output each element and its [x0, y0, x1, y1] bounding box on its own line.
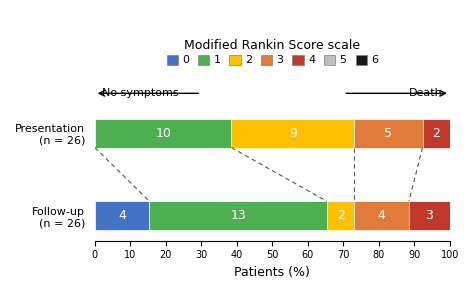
Bar [231, 118, 354, 148]
Bar [149, 201, 327, 230]
Bar [409, 201, 450, 230]
Text: 9: 9 [289, 127, 297, 140]
Bar [95, 201, 149, 230]
Bar [354, 201, 409, 230]
Text: 5: 5 [384, 127, 392, 140]
Text: 3: 3 [425, 209, 433, 222]
Text: 4: 4 [378, 209, 385, 222]
Bar [422, 118, 450, 148]
Text: No symptoms: No symptoms [102, 88, 179, 98]
Text: 2: 2 [337, 209, 345, 222]
Text: 13: 13 [230, 209, 246, 222]
Bar [354, 118, 422, 148]
Title: Modified Rankin Score scale: Modified Rankin Score scale [184, 39, 360, 52]
X-axis label: Patients (%): Patients (%) [234, 266, 310, 279]
Text: Death: Death [409, 88, 443, 98]
Bar [327, 201, 354, 230]
Text: 4: 4 [118, 209, 126, 222]
Text: 10: 10 [155, 127, 171, 140]
Text: 2: 2 [432, 127, 440, 140]
Bar [95, 118, 231, 148]
Legend: 0, 1, 2, 3, 4, 5, 6: 0, 1, 2, 3, 4, 5, 6 [162, 50, 383, 70]
